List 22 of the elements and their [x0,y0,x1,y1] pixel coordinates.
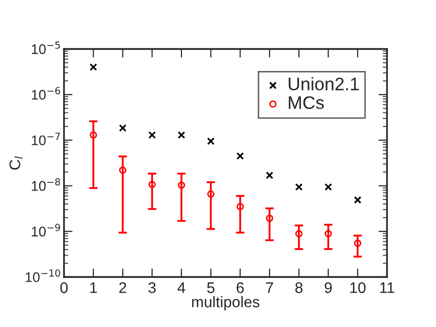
y-tick-label: 10$^{−8}$ [32,178,60,191]
legend-label: Union2.1 [288,77,359,90]
x-tick-label: 10 [350,282,366,294]
x-tick-label: 8 [295,282,302,294]
y-axis-title: C$_{l}$ [9,156,23,170]
x-tick-label: 1 [90,282,97,293]
y-tick-label: 10$^{−10}$ [26,269,60,282]
y-tick-label: 10$^{−5}$ [32,42,60,54]
x-tick-label: 4 [178,282,186,293]
y-tick-label: 10$^{−9}$ [32,224,60,236]
x-axis-title: multipoles [192,296,260,310]
x-tick-label: 5 [207,282,214,294]
x-tick-label: 6 [236,282,244,294]
y-tick-label: 10$^{−7}$ [32,132,60,146]
x-tick-label: 2 [119,282,126,293]
x-tick-label: 11 [380,282,394,293]
x-tick-label: 7 [266,282,274,293]
x-tick-label: 0 [60,282,68,294]
x-tick-label: 3 [148,282,156,294]
x-tick-label: 9 [324,282,332,294]
y-tick-label: 10$^{−6}$ [32,86,60,100]
legend-label: MCs [288,96,324,110]
